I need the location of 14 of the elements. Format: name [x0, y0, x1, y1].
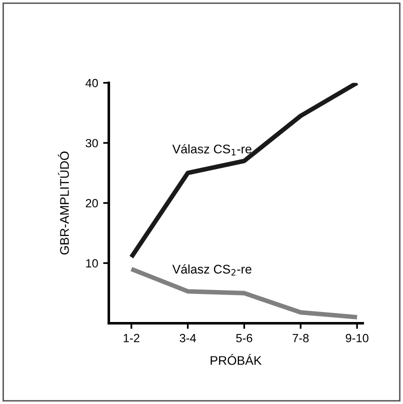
x-axis-title: PRÓBÁK [210, 354, 262, 365]
x-tick-label: 3-4 [180, 334, 196, 342]
y-tick-label: 30 [86, 138, 98, 148]
x-tick-label: 9-10 [346, 334, 368, 342]
y-tick-label: 10 [86, 259, 98, 268]
x-tick-label: 1-2 [124, 334, 140, 342]
y-axis-title: GBR-AMPLITÚDÓ [58, 152, 69, 254]
series-label: Válasz CS$_{2}$-re [172, 264, 252, 276]
x-tick-label: 7-8 [292, 334, 309, 342]
y-tick-label: 40 [86, 78, 98, 88]
x-tick-label: 5-6 [236, 334, 252, 342]
y-tick-label: 20 [86, 199, 98, 208]
line-series [129, 82, 360, 260]
series-label: Válasz CS$_{1}$-re [172, 144, 252, 156]
